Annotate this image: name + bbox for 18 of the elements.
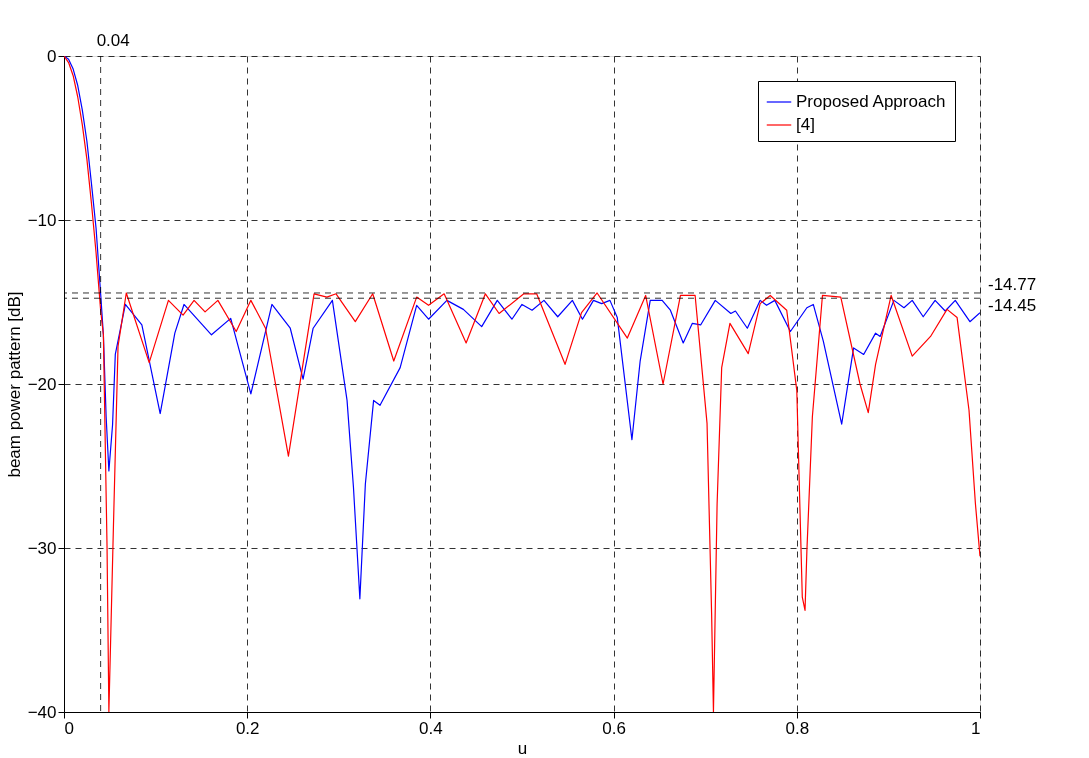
x-tick-label: 0.8 bbox=[785, 718, 810, 738]
ref-line-label: -14.77 bbox=[988, 275, 1037, 295]
y-axis-title: beam power pattern [dB] bbox=[4, 291, 24, 478]
legend-label: [4] bbox=[796, 115, 815, 134]
x-tick-label: 0.4 bbox=[419, 718, 443, 738]
y-tick-label: −10 bbox=[27, 210, 57, 230]
x-tick-label: 0 bbox=[64, 718, 74, 738]
x-tick-label: 0.2 bbox=[235, 718, 260, 738]
x-tick-label: 1 bbox=[971, 718, 981, 738]
x-axis-title: u bbox=[517, 738, 528, 758]
y-tick-label: −20 bbox=[27, 374, 57, 394]
y-tick-label: 0 bbox=[47, 46, 57, 66]
x-tick-label: 0.6 bbox=[602, 718, 626, 738]
legend-label: Proposed Approach bbox=[796, 92, 946, 111]
y-tick-label: −30 bbox=[27, 538, 57, 558]
ref-line-label: -14.45 bbox=[988, 295, 1037, 315]
y-tick-label: −40 bbox=[27, 702, 57, 722]
ref-line-label: 0.04 bbox=[96, 31, 130, 50]
